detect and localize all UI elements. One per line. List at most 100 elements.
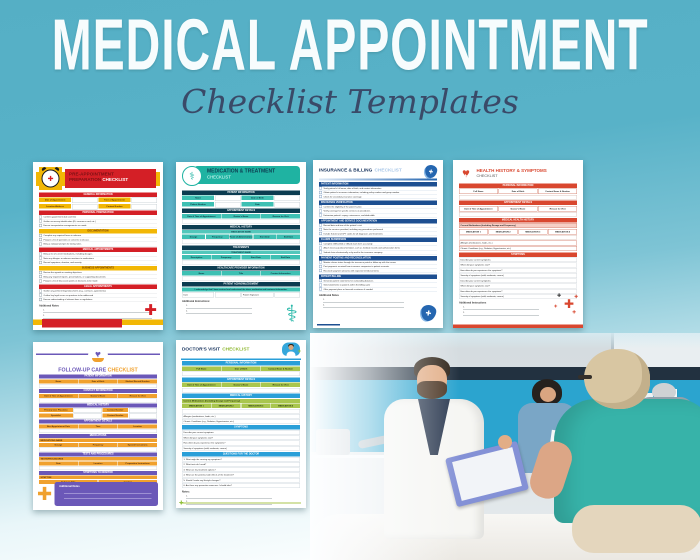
field-input — [128, 408, 157, 413]
field-input — [214, 195, 241, 201]
notes-label: Additional Notes — [39, 304, 59, 308]
template-card-doctors-visit[interactable]: DOCTOR'S VISIT CHECKLIST ✚ PERSONAL INFO… — [176, 340, 306, 508]
checkbox[interactable] — [319, 205, 322, 209]
column-header: Doctor's Name — [221, 382, 261, 387]
template-card-medication-treatment[interactable]: MEDICATION & TREATMENT CHECKLIST ⚕ PATIE… — [176, 162, 306, 330]
template-header: INSURANCE & BILLING CHECKLIST ✚ — [319, 164, 439, 179]
section-header: PERSONAL PREPARATION — [39, 210, 157, 215]
empty-row — [182, 219, 300, 224]
column-header: MEDICATION 4 — [548, 228, 577, 235]
checklist-item: Record date and time of the patient's vi… — [319, 223, 437, 228]
checkbox[interactable] — [39, 223, 42, 227]
column-header: Date — [39, 461, 78, 466]
checklist-item-label: Bring a notepad and pen for taking notes — [43, 242, 82, 246]
checkbox[interactable] — [319, 283, 322, 287]
column-header: MEDICATION 2 — [211, 403, 241, 408]
column-header: Full Name — [459, 188, 498, 194]
checkbox[interactable] — [319, 223, 322, 227]
template-card-insurance-billing[interactable]: INSURANCE & BILLING CHECKLIST ✚ PATIENT … — [313, 160, 443, 332]
patient-figure — [525, 349, 700, 560]
notes-area: ✚ Additional Notes — [37, 482, 158, 506]
checklist-item-label: Complete any required forms in advance — [43, 234, 82, 237]
column-header: Reason for Visit — [261, 382, 301, 387]
sub-header: SYMPTOM — [39, 475, 157, 479]
checkbox[interactable] — [39, 233, 42, 237]
field-input — [131, 203, 157, 210]
section-header: QUESTIONS FOR THE DOCTOR — [182, 451, 300, 457]
checkbox[interactable] — [319, 190, 322, 194]
checkbox[interactable] — [39, 215, 42, 219]
checklist-item-label: Complete CMS-1500 or UB-04 claim form ac… — [323, 242, 373, 245]
checklist-item-label: Send statements to patients within the b… — [323, 283, 371, 287]
section-header: APPOINTMENT DETAILS — [459, 200, 577, 205]
checkbox[interactable] — [39, 252, 42, 256]
checkbox[interactable] — [39, 297, 42, 301]
checkbox[interactable] — [319, 250, 322, 254]
shield-cross-icon: ✚ — [419, 303, 438, 323]
checkbox[interactable] — [39, 238, 42, 242]
checkbox[interactable] — [319, 269, 322, 273]
column-header: Frequency — [211, 254, 241, 260]
checkbox[interactable] — [39, 275, 42, 279]
checkbox[interactable] — [319, 279, 322, 283]
column-header: Date of Birth — [498, 188, 538, 194]
field-input — [131, 197, 157, 203]
sections: PERSONAL PREPARATION Confirm appointment… — [39, 210, 157, 302]
checklist-item: Offer payment plans or financial assista… — [319, 287, 437, 292]
question-row: 1. What might be causing my symptoms? — [182, 456, 300, 462]
checkbox[interactable] — [319, 287, 322, 291]
checkbox[interactable] — [39, 293, 42, 297]
checkbox[interactable] — [39, 219, 42, 223]
checklist-item: Note any allergies or adverse reactions … — [39, 256, 157, 261]
checkbox[interactable] — [39, 270, 42, 274]
section-header: PERSONAL INFORMATION — [182, 361, 300, 366]
checklist-item-label: Review the agenda or meeting objectives — [43, 271, 82, 274]
checkbox[interactable] — [39, 256, 42, 260]
section-header: MEDICATIONS — [39, 434, 157, 438]
checkbox[interactable] — [39, 279, 42, 283]
template-card-pre-appointment[interactable]: PRE-APPOINTMENT PREPARATION CHECKLIST ✚ … — [33, 162, 163, 330]
doctor-cloud-icon — [282, 342, 300, 356]
template-card-follow-up-care[interactable]: ♥ ✚ FOLLOW-UP CARE CHECKLIST PATIENT INFO… — [33, 342, 163, 510]
title-box: PRE-APPOINTMENT PREPARATION CHECKLIST — [65, 169, 156, 188]
checkbox[interactable] — [319, 246, 322, 250]
column-header: Time — [78, 424, 118, 429]
checkbox[interactable] — [319, 242, 322, 246]
checkbox[interactable] — [319, 260, 322, 264]
checkbox[interactable] — [39, 242, 42, 246]
checkbox[interactable] — [319, 232, 322, 236]
section-header: TREATMENTS — [182, 245, 300, 250]
field-label: Primary Care Physician — [39, 408, 73, 412]
section-header: CONTACT INFORMATION — [39, 389, 157, 393]
footer-mark — [317, 323, 340, 326]
checkbox[interactable] — [319, 213, 322, 217]
checkbox[interactable] — [319, 209, 322, 213]
footer-green-rule — [180, 502, 301, 504]
checklist-item-label: Record symptoms, duration, and severity — [43, 261, 82, 264]
checkbox[interactable] — [319, 195, 322, 199]
section-header: TESTS AND PROCEDURES — [39, 452, 157, 457]
section-header: SYMPTOMS — [182, 425, 300, 430]
column-header: Date & Time of Appointment — [39, 393, 78, 398]
section-header: SYMPTOMS — [459, 252, 577, 257]
section-header: MEDICAL HISTORY — [39, 403, 157, 408]
checkbox[interactable] — [319, 227, 322, 231]
section-header: PATIENT ACKNOWLEDGMENT — [182, 282, 300, 287]
checkbox[interactable] — [319, 186, 322, 190]
symptom-row: Describe your current symptoms — [459, 257, 577, 262]
column-header: Reason for Visit — [118, 393, 158, 398]
checklist-item-label: Obtain patient's insurance information, … — [323, 191, 400, 194]
checkbox[interactable] — [39, 260, 42, 264]
symptom-row: How often do you experience the symptoms… — [182, 440, 300, 446]
checklist-item: Gather any pertinent legal documents (e.… — [39, 289, 157, 294]
template-card-health-history[interactable]: ♥ ✚ HEALTH HISTORY & SYMPTOMS CHECKLIST P… — [453, 160, 584, 332]
empty-row — [39, 447, 157, 452]
checklist-item-label: Outline key legal issues or questions to… — [43, 293, 94, 297]
checkbox[interactable] — [319, 264, 322, 268]
symptom-row: Severity of symptoms (mild, moderate, se… — [459, 273, 577, 278]
checklist-item-label: Verify coverage for specific services or… — [323, 209, 371, 213]
checklist-item-label: Generate patient statements for outstand… — [323, 279, 374, 282]
column-header: End Date — [271, 254, 300, 260]
empty-row — [39, 384, 157, 388]
checkbox[interactable] — [39, 289, 42, 293]
